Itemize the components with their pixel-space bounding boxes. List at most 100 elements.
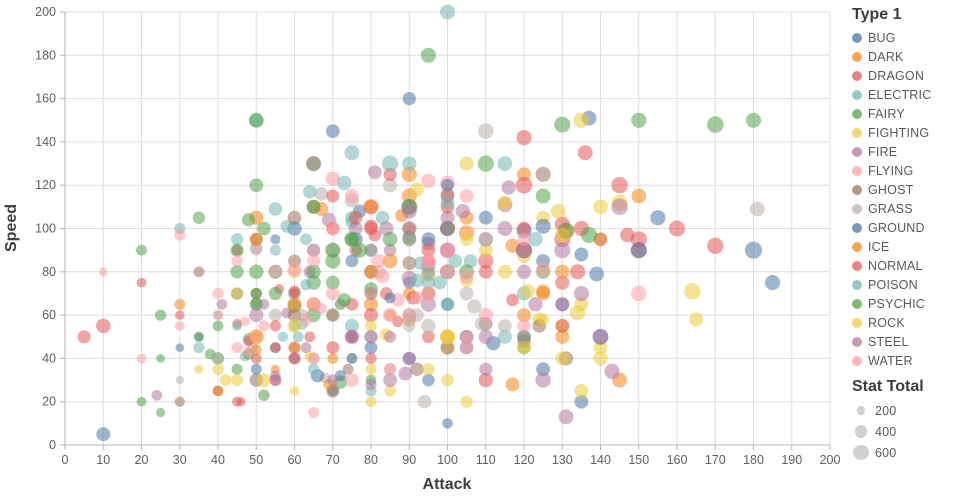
legend-item-electric: ELECTRIC	[852, 85, 958, 104]
scatter-point	[325, 253, 341, 269]
scatter-point	[193, 342, 205, 354]
scatter-point	[96, 318, 111, 334]
legend-color-dot	[852, 32, 862, 43]
legend-item-label: PSYCHIC	[868, 296, 925, 311]
scatter-point	[231, 363, 243, 375]
scatter-point	[459, 232, 474, 246]
scatter-point	[371, 254, 386, 268]
x-tick-label: 150	[628, 453, 649, 467]
x-tick-label: 110	[476, 453, 496, 467]
scatter-point	[442, 418, 453, 429]
scatter-point	[306, 297, 321, 312]
type-legend-title: Type 1	[852, 6, 902, 23]
scatter-point	[175, 375, 184, 385]
legend-item-label: BUG	[868, 30, 896, 45]
scatter-point	[497, 156, 513, 172]
scatter-point	[268, 202, 283, 216]
scatter-point	[365, 352, 377, 365]
scatter-point	[383, 373, 398, 388]
y-tick-label: 120	[35, 178, 56, 192]
legend-color-dot	[852, 241, 862, 252]
y-tick-label: 180	[35, 48, 56, 62]
scatter-point	[536, 362, 551, 377]
size-legend-label: 400	[875, 424, 897, 439]
scatter-point	[528, 297, 543, 312]
scatter-point	[555, 264, 570, 279]
scatter-point	[520, 284, 535, 299]
size-legend-item-400: 400	[852, 421, 958, 442]
y-tick-label: 60	[42, 308, 56, 322]
scatter-point	[258, 389, 270, 401]
legend-item-dark: DARK	[852, 47, 958, 66]
x-axis-title: Attack	[423, 476, 472, 493]
size-legend-dot	[853, 444, 869, 461]
x-tick-label: 90	[402, 453, 416, 467]
scatter-point	[344, 188, 359, 204]
scatter-point	[136, 353, 147, 364]
scatter-point	[239, 316, 250, 327]
scatter-point	[410, 362, 424, 377]
legend-item-bug: BUG	[852, 28, 958, 47]
legend-color-dot	[852, 127, 862, 138]
scatter-point	[236, 397, 246, 407]
scatter-point	[287, 262, 302, 277]
scatter-point	[174, 396, 185, 407]
scatter-point	[327, 374, 339, 386]
size-dot-wrap	[852, 444, 870, 461]
scatter-point	[537, 313, 549, 326]
legend-color-dot	[852, 279, 862, 290]
legend-item-grass: GRASS	[852, 199, 958, 218]
y-tick-label: 0	[49, 438, 56, 452]
scatter-point	[306, 199, 321, 214]
scatter-point	[325, 171, 340, 186]
scatter-point	[364, 341, 378, 354]
scatter-point	[326, 189, 340, 203]
scatter-point	[307, 244, 320, 257]
scatter-point	[611, 177, 628, 194]
scatter-point	[249, 178, 264, 193]
scatter-point	[570, 305, 586, 321]
scatter-point	[327, 309, 339, 321]
scatter-point	[706, 116, 724, 133]
scatter-point	[156, 407, 166, 418]
legend-item-label: GRASS	[868, 201, 913, 216]
scatter-point	[421, 173, 436, 189]
legend-item-label: FIGHTING	[868, 125, 930, 140]
size-legend-dot	[856, 406, 866, 415]
scatter-point	[707, 237, 724, 254]
scatter-point	[745, 112, 762, 128]
scatter-point	[558, 409, 574, 425]
scatter-point	[287, 210, 302, 225]
size-legend-label: 200	[875, 403, 897, 418]
legend-color-dot	[852, 89, 862, 100]
scatter-point	[439, 242, 456, 259]
scatter-point	[270, 370, 281, 382]
scatter-point	[337, 175, 352, 191]
scatter-point	[250, 244, 262, 256]
scatter-point	[363, 297, 379, 312]
x-tick-label: 10	[96, 453, 110, 467]
scatter-point	[630, 242, 647, 259]
scatter-point	[455, 204, 470, 219]
legend-item-label: DARK	[868, 49, 904, 64]
scatter-point	[326, 341, 340, 355]
scatter-point	[498, 264, 512, 279]
scatter-point	[243, 346, 255, 358]
y-tick-label: 200	[35, 5, 56, 19]
scatter-point	[249, 297, 263, 311]
scatter-point	[422, 330, 435, 344]
scatter-point	[535, 372, 551, 388]
scatter-point	[592, 329, 609, 345]
scatter-point	[421, 243, 436, 258]
scatter-point	[289, 386, 300, 396]
scatter-point	[580, 226, 598, 244]
scatter-point	[535, 166, 551, 182]
scatter-point	[249, 232, 263, 246]
scatter-point	[287, 319, 302, 333]
size-dot-wrap	[852, 406, 870, 415]
scatter-point	[402, 308, 417, 323]
scatter-point	[535, 218, 551, 234]
legend-item-label: POISON	[868, 277, 918, 292]
scatter-point	[517, 232, 531, 246]
legend-color-dot	[852, 108, 862, 119]
